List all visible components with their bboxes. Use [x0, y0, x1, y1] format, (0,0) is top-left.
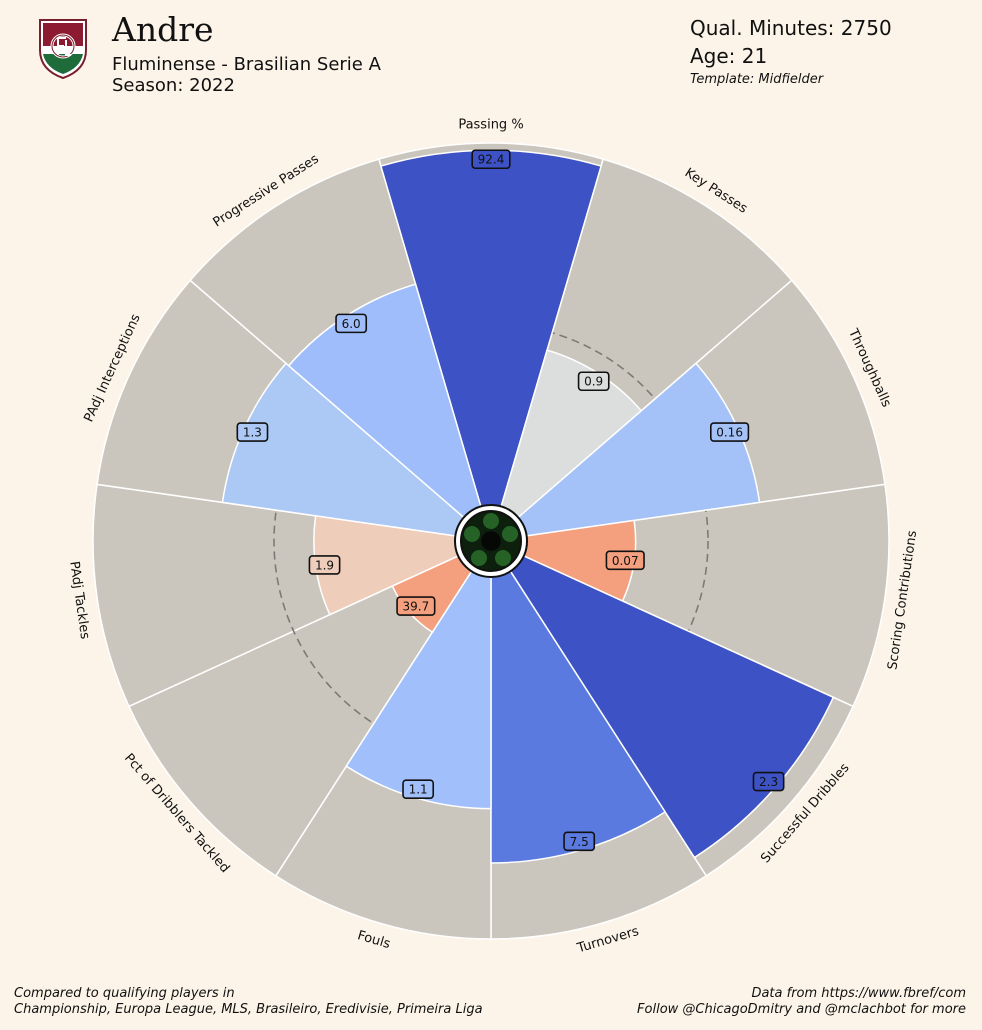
footer-comparison-note: Compared to qualifying players in Champi…: [14, 986, 483, 1018]
value-label-throughballs: 0.16: [709, 422, 750, 442]
category-label-fouls: Fouls: [356, 928, 393, 952]
value-text: 39.7: [403, 600, 430, 614]
footer-right-line1: Data from https://www.fbref/com: [751, 986, 966, 1001]
value-text: 1.9: [315, 558, 334, 572]
pizza-chart: 92.4 0.9 0.16 0.07 2.3 7.5 1.1 39.7 1.9 1.3 6.0 Pas…: [66, 118, 920, 957]
value-text: 7.5: [570, 835, 589, 849]
footer-left-line2: Championship, Europa League, MLS, Brasil…: [14, 1002, 483, 1017]
footer-credits: Data from https://www.fbref/com Follow @…: [637, 986, 966, 1018]
category-label-scoring-contributions: Scoring Contributions: [885, 529, 920, 670]
value-text: 0.9: [584, 375, 603, 389]
value-label-fouls: 1.1: [402, 779, 435, 800]
category-label-turnovers: Turnovers: [575, 924, 641, 957]
template-label: Template: Midfielder: [690, 72, 824, 87]
value-label-turnovers: 7.5: [563, 831, 596, 852]
value-label-scoring-contributions: 0.07: [605, 550, 645, 571]
value-label-passing: 92.4: [471, 149, 511, 170]
value-text: 92.4: [478, 153, 505, 167]
player-name: Andre: [112, 10, 214, 49]
value-text: 2.3: [759, 775, 778, 789]
value-text: 0.07: [612, 554, 639, 568]
value-text: 1.3: [243, 426, 262, 440]
value-text: 6.0: [342, 317, 361, 331]
value-label-successful-dribbles: 2.3: [752, 771, 785, 792]
value-label-progressive-passes: 6.0: [335, 313, 368, 334]
footer-right-line2: Follow @ChicagoDmitry and @mclachbot for…: [637, 1002, 966, 1017]
category-label-passing: Passing %: [458, 118, 523, 133]
qualifying-minutes: Qual. Minutes: 2750: [690, 16, 892, 40]
value-label-padj-interceptions: 1.3: [236, 422, 269, 442]
football-icon: [454, 504, 528, 578]
value-label-padj-tackles: 1.9: [308, 555, 341, 575]
footer-left-line1: Compared to qualifying players in: [14, 986, 235, 1001]
value-text: 0.16: [716, 426, 743, 440]
player-age: Age: 21: [690, 44, 768, 68]
value-label-pct-of-dribblers-tackled: 39.7: [396, 596, 436, 616]
value-label-key-passes: 0.9: [577, 371, 610, 392]
team-league: Fluminense - Brasilian Serie A: [112, 54, 381, 75]
value-text: 1.1: [409, 783, 428, 797]
category-label-padj-tackles: PAdj Tackles: [66, 560, 92, 640]
season: Season: 2022: [112, 75, 235, 96]
fluminense-crest-icon: [39, 19, 87, 80]
